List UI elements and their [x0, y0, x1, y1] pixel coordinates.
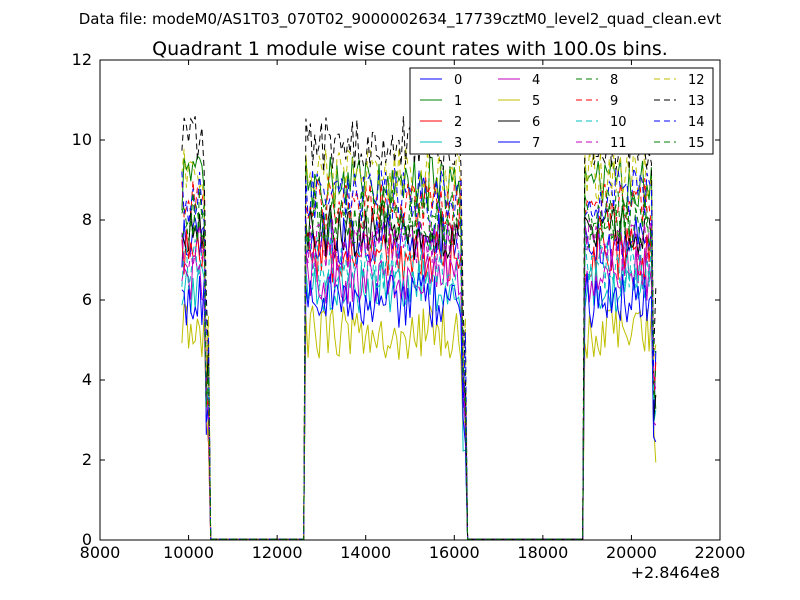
legend-label-4: 4: [532, 73, 540, 88]
legend-label-10: 10: [610, 115, 627, 130]
y-tick-label: 0: [82, 530, 92, 549]
legend-label-7: 7: [532, 136, 540, 151]
data-file-suptitle: Data file: modeM0/AS1T03_070T02_90000026…: [79, 10, 722, 29]
legend-box: [409, 67, 714, 155]
x-tick-label: 16000: [429, 543, 480, 562]
legend-label-0: 0: [454, 73, 462, 88]
y-tick-label: 10: [72, 130, 92, 149]
y-tick-label: 12: [72, 50, 92, 69]
legend-label-13: 13: [688, 94, 705, 109]
legend-label-2: 2: [454, 115, 462, 130]
tick-labels: 8000 10000 12000 14000 16000 18000 20000 22000 0…: [72, 50, 746, 562]
y-tick-label: 4: [82, 370, 92, 389]
legend-label-3: 3: [454, 136, 462, 151]
x-tick-label: 8000: [80, 543, 121, 562]
legend-label-5: 5: [532, 94, 540, 109]
y-tick-label: 2: [82, 450, 92, 469]
legend-label-11: 11: [610, 136, 627, 151]
y-tick-label: 6: [82, 290, 92, 309]
y-tick-label: 8: [82, 210, 92, 229]
plot-frame: [99, 59, 721, 541]
legend-label-1: 1: [454, 94, 462, 109]
legend-label-6: 6: [532, 115, 540, 130]
series-line-15: [181, 188, 657, 540]
legend-label-9: 9: [610, 94, 618, 109]
x-tick-label: 12000: [252, 543, 303, 562]
legend-label-12: 12: [688, 73, 705, 88]
x-tick-label: 14000: [340, 543, 391, 562]
x-tick-label: 20000: [606, 543, 657, 562]
legend-label-14: 14: [688, 115, 705, 130]
x-tick-label: 22000: [695, 543, 746, 562]
x-tick-label: 10000: [163, 543, 214, 562]
x-tick-label: 18000: [517, 543, 568, 562]
chart-title: Quadrant 1 module wise count rates with …: [152, 38, 668, 60]
x-offset-label: +2.8464e8: [631, 563, 720, 582]
legend-label-15: 15: [688, 136, 705, 151]
plot-lines: [181, 116, 657, 540]
legend-label-8: 8: [610, 73, 618, 88]
